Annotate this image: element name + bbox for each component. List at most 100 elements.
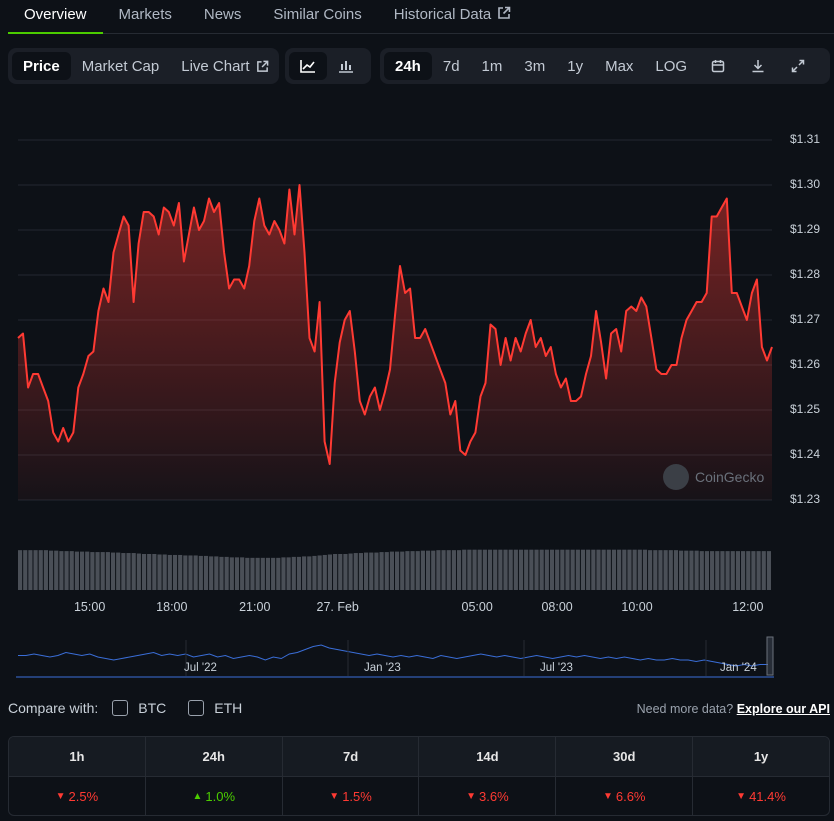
- volume-bar: [627, 549, 632, 590]
- volume-bar: [586, 549, 591, 590]
- price-button[interactable]: Price: [12, 52, 71, 80]
- coingecko-logo-icon: [663, 464, 689, 490]
- fullscreen-icon[interactable]: [778, 52, 818, 80]
- caret-up-icon: ▲: [192, 790, 203, 802]
- tab-historical-data[interactable]: Historical Data: [378, 0, 528, 34]
- volume-bar: [456, 550, 462, 590]
- volume-bar: [100, 552, 105, 590]
- volume-bar: [653, 550, 658, 590]
- volume-bar: [498, 549, 503, 590]
- volume-bar: [203, 555, 209, 590]
- volume-bar: [622, 549, 627, 590]
- caret-down-icon: ▼: [736, 790, 747, 802]
- range-7d-button[interactable]: 7d: [432, 52, 471, 80]
- range-max-button[interactable]: Max: [594, 52, 644, 80]
- volume-bar: [358, 553, 364, 590]
- volume-bar: [147, 554, 152, 590]
- eth-checkbox[interactable]: [188, 700, 205, 716]
- x-tick-label: 12:00: [732, 600, 764, 614]
- market-cap-button[interactable]: Market Cap: [71, 52, 171, 80]
- candlestick-icon[interactable]: [327, 52, 365, 80]
- navigator-selection-handle[interactable]: [766, 636, 774, 676]
- price-chart[interactable]: $1.31 $1.30 $1.29 $1.28 $1.27 $1.26 $1.25 $1.24…: [0, 96, 834, 626]
- more-data-text: Need more data?: [636, 702, 734, 716]
- range-3m-button[interactable]: 3m: [513, 52, 556, 80]
- volume-bar: [374, 552, 379, 590]
- volume-bar: [431, 550, 436, 590]
- volume-bar: [276, 557, 281, 590]
- performance-change: ▼ 41.4%: [693, 777, 829, 815]
- live-chart-button[interactable]: Live Chart: [170, 52, 279, 80]
- volume-bar: [591, 549, 596, 590]
- volume-bar: [64, 551, 69, 590]
- tab-overview[interactable]: Overview: [8, 0, 103, 34]
- volume-bar: [637, 549, 642, 590]
- volume-bar: [720, 551, 725, 590]
- volume-bar: [136, 553, 141, 590]
- tab-markets[interactable]: Markets: [103, 0, 188, 34]
- tab-similar-coins[interactable]: Similar Coins: [257, 0, 377, 34]
- performance-table: 1h ▼ 2.5% 24h ▲ 1.0% 7d ▼ 1.5% 14d ▼ 3.6% 30d ▼ 6.6% 1y…: [8, 736, 830, 816]
- log-scale-button[interactable]: LOG: [644, 52, 698, 80]
- chart-navigator[interactable]: Jul '22 Jan '23 Jul '23 Jan '24: [16, 636, 774, 678]
- volume-bar: [167, 554, 172, 590]
- volume-bar: [699, 551, 704, 590]
- volume-bar: [260, 557, 265, 590]
- volume-bar: [198, 555, 203, 590]
- y-tick-label: $1.28: [789, 267, 820, 281]
- volume-bar: [105, 552, 110, 590]
- volume-bar: [441, 550, 446, 590]
- volume-bar: [673, 550, 679, 590]
- volume-bar: [508, 549, 513, 590]
- explore-api-link[interactable]: Explore our API: [736, 702, 830, 716]
- compare-btc[interactable]: BTC: [106, 700, 166, 716]
- y-tick-label: $1.24: [789, 447, 820, 461]
- y-tick-label: $1.27: [789, 312, 820, 326]
- performance-value: 41.4%: [749, 788, 786, 804]
- range-1y-button[interactable]: 1y: [556, 52, 594, 80]
- volume-bar: [715, 551, 720, 590]
- external-link-icon: [256, 60, 269, 73]
- range-1m-button[interactable]: 1m: [471, 52, 514, 80]
- calendar-icon[interactable]: [698, 52, 738, 80]
- volume-bar: [183, 555, 188, 590]
- performance-value: 1.5%: [342, 788, 372, 804]
- volume-bar: [271, 557, 276, 590]
- tab-label: Historical Data: [393, 6, 492, 23]
- volume-bar: [90, 552, 95, 590]
- line-chart-icon[interactable]: [289, 52, 327, 80]
- volume-bar: [121, 553, 126, 590]
- volume-bar: [555, 549, 560, 590]
- coingecko-watermark: CoinGecko: [663, 464, 764, 490]
- volume-bar: [425, 550, 431, 590]
- volume-bar: [503, 549, 508, 590]
- volume-bar: [188, 555, 193, 590]
- volume-bar: [467, 549, 472, 590]
- compare-eth[interactable]: ETH: [182, 700, 242, 716]
- volume-bar: [524, 549, 529, 590]
- volume-bar: [327, 554, 333, 590]
- watermark-text: CoinGecko: [695, 469, 765, 485]
- volume-bar: [611, 549, 617, 590]
- volume-bar: [348, 553, 353, 590]
- download-icon[interactable]: [738, 52, 778, 80]
- volume-bar: [410, 551, 415, 590]
- volume-bar: [735, 551, 741, 590]
- volume-bar: [565, 549, 570, 590]
- volume-bar: [79, 551, 85, 590]
- volume-bar: [395, 551, 400, 590]
- tab-news[interactable]: News: [188, 0, 258, 34]
- caret-down-icon: ▼: [329, 790, 340, 802]
- y-tick-label: $1.31: [789, 132, 820, 146]
- volume-bar: [353, 553, 358, 590]
- volume-bar: [162, 554, 167, 590]
- range-24h-button[interactable]: 24h: [384, 52, 432, 80]
- volume-bar: [296, 556, 302, 590]
- x-tick-label: 08:00: [541, 600, 573, 614]
- volume-bar: [74, 551, 79, 590]
- volume-bar: [684, 550, 689, 590]
- volume-bar: [23, 550, 28, 590]
- btc-checkbox[interactable]: [112, 700, 129, 716]
- price-label: Price: [23, 57, 60, 75]
- volume-bar: [446, 550, 451, 590]
